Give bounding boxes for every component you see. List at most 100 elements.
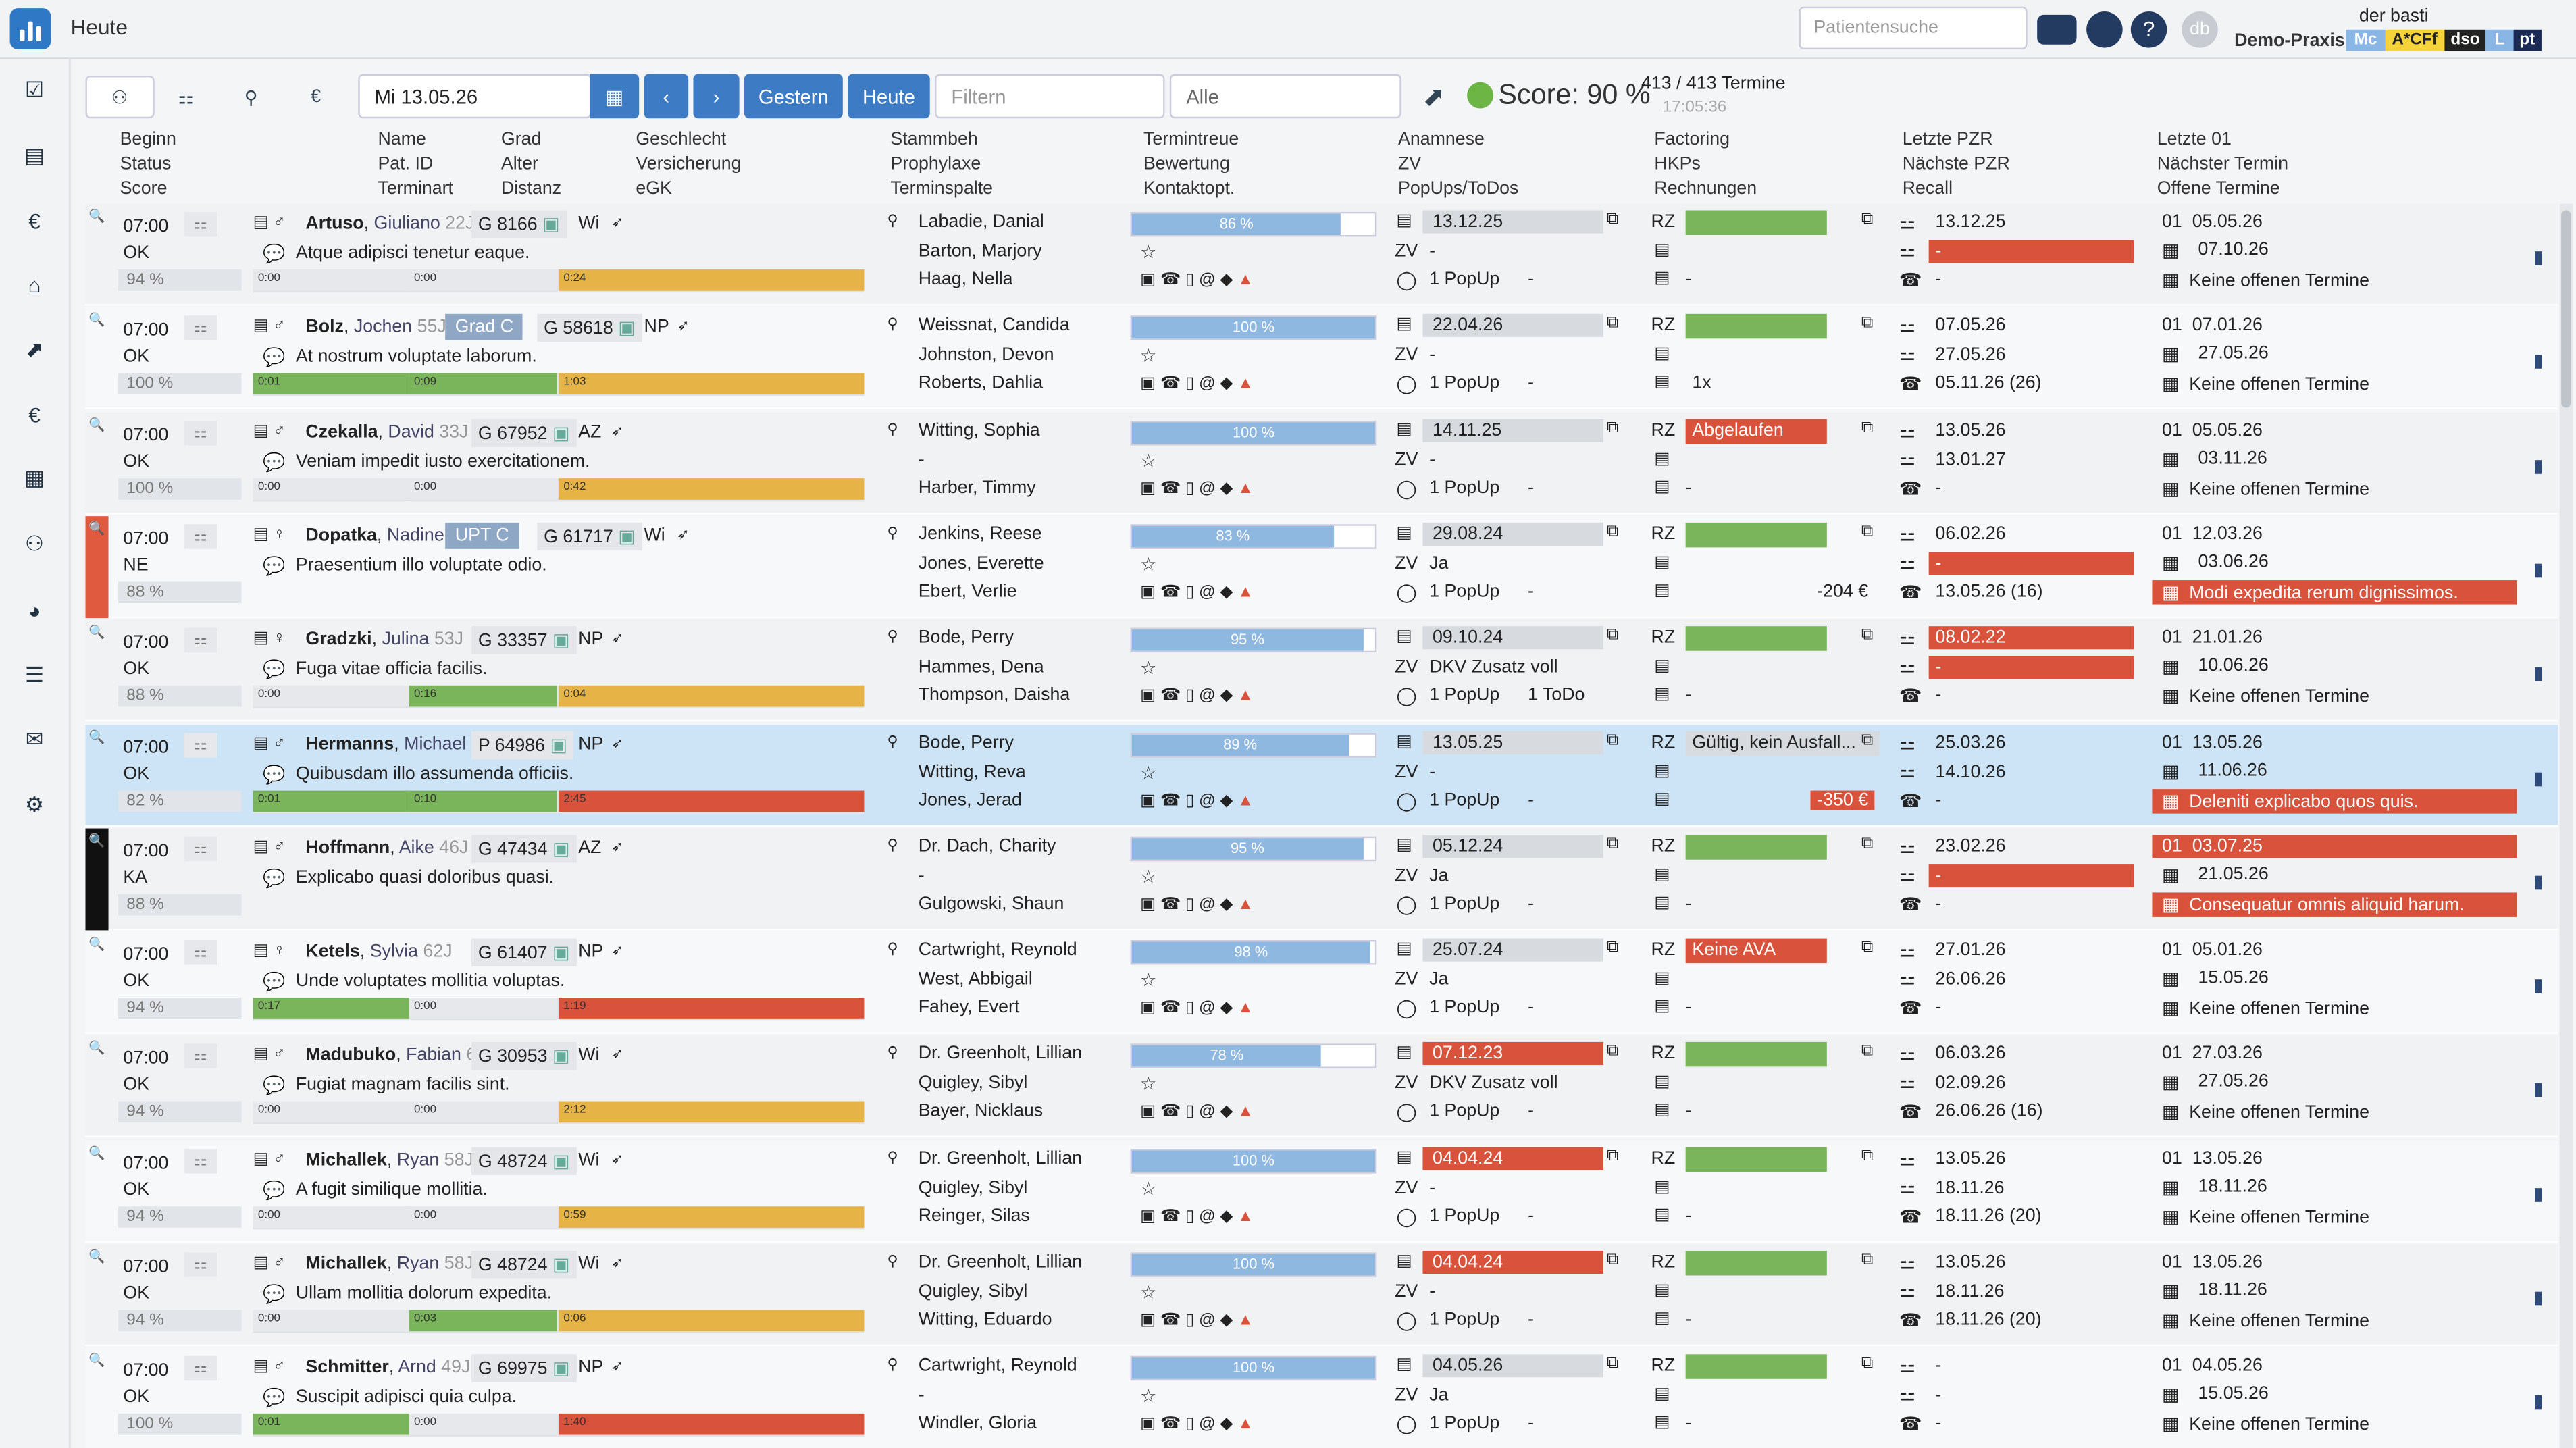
appointment-column[interactable]: Roberts, Dahlia <box>918 373 1044 394</box>
patient-name[interactable]: Gradzki, Julina 53J <box>305 629 464 650</box>
anamnesis-date[interactable]: 09.10.24 <box>1422 626 1604 650</box>
patient-card-icon[interactable]: ▤ ♂ <box>253 317 286 336</box>
open-factoring-icon[interactable]: ⧉ <box>1861 522 1874 541</box>
patient-card-icon[interactable]: ▤ ♂ <box>253 1149 286 1168</box>
patient-first-name[interactable]: Nadine <box>386 525 444 546</box>
treating-doctor[interactable]: Bode, Perry <box>918 628 1014 648</box>
open-appointments[interactable]: ▦ Keine offenen Termine <box>2162 479 2370 499</box>
insurance-id[interactable]: G 8166 ▣ <box>471 210 567 238</box>
users-icon[interactable]: ⚇ <box>24 531 45 556</box>
contact-icons[interactable]: ▣ ☎ ▯ @ ◆ ▲ <box>1140 1207 1254 1226</box>
euro-alt-icon[interactable]: € <box>28 402 41 427</box>
open-appointments[interactable]: ▦ Keine offenen Termine <box>2162 999 2370 1020</box>
last-pzr[interactable]: 08.02.22 <box>1928 626 2134 650</box>
invoices[interactable]: -204 € <box>1817 581 1869 602</box>
next-appointment[interactable]: 07.10.26 <box>2198 240 2269 260</box>
patient-last-name[interactable]: Michallek <box>305 1253 387 1274</box>
open-icon[interactable]: ⧉ <box>1606 418 1619 437</box>
last-01[interactable]: 01 05.01.26 <box>2162 940 2263 960</box>
star-icon[interactable]: ☆ <box>1140 1179 1157 1199</box>
factoring-status[interactable] <box>1685 314 1827 340</box>
recall[interactable]: - <box>1935 686 1942 706</box>
patient-last-name[interactable]: Madubuko <box>305 1045 396 1066</box>
trend-icon[interactable]: ⬈ <box>1422 84 1445 112</box>
next-pzr[interactable]: 18.11.26 <box>1935 1178 2005 1198</box>
patient-last-name[interactable]: Czekalla <box>305 421 378 442</box>
table-row[interactable]: 🔍 07:00 ⚏ OK 94 % ▤ ♀ Ketels, Sylvia 62J G 6140… <box>85 932 2558 1034</box>
anamnesis-date[interactable]: 14.11.25 <box>1422 418 1604 442</box>
patient-name[interactable]: Hoffmann, Aike 46J <box>305 837 469 858</box>
bookmark-icon[interactable]: ▮ <box>2533 560 2544 580</box>
mail-icon[interactable]: ✉ <box>25 726 44 752</box>
bookmark-icon[interactable]: ▮ <box>2533 456 2544 476</box>
patient-first-name[interactable]: Michael <box>404 733 467 754</box>
factoring-status[interactable] <box>1685 210 1827 236</box>
patient-last-name[interactable]: Schmitter <box>305 1358 389 1378</box>
app-logo[interactable] <box>9 8 51 50</box>
next-pzr[interactable]: - <box>1928 552 2134 575</box>
patient-name[interactable]: Michallek, Ryan 58J <box>305 1149 473 1170</box>
next-pzr[interactable]: - <box>1935 1386 1942 1406</box>
last-01[interactable]: 01 03.07.25 <box>2152 834 2517 858</box>
factoring-status[interactable] <box>1685 834 1827 860</box>
contact-icons[interactable]: ▣ ☎ ▯ @ ◆ ▲ <box>1140 375 1254 394</box>
insurance-id[interactable]: G 30953 ▣ <box>471 1042 577 1071</box>
column-header-label[interactable]: Geschlecht <box>636 130 727 150</box>
search-icon[interactable]: 🔍 <box>88 521 105 536</box>
last-pzr[interactable]: 07.05.26 <box>1935 315 2006 336</box>
open-icon[interactable]: ⧉ <box>1606 210 1619 229</box>
patient-name[interactable]: Czekalla, David 33J <box>305 421 469 442</box>
layout-icon[interactable]: ⚏ <box>184 524 217 549</box>
video-icon[interactable] <box>2037 14 2077 45</box>
last-01[interactable]: 01 12.03.26 <box>2162 524 2263 544</box>
open-icon[interactable]: ⧉ <box>1606 626 1619 645</box>
patient-card-icon[interactable]: ▤ ♂ <box>253 1045 286 1064</box>
layout-icon[interactable]: ⚏ <box>184 1148 217 1173</box>
open-factoring-icon[interactable]: ⧉ <box>1861 730 1874 749</box>
checklist-icon[interactable]: ☑ <box>24 77 45 102</box>
last-pzr[interactable]: 13.12.25 <box>1935 211 2006 232</box>
factoring-status[interactable] <box>1685 1042 1827 1068</box>
appointment-column[interactable]: Fahey, Evert <box>918 998 1020 1018</box>
last-01[interactable]: 01 13.05.26 <box>2162 732 2263 752</box>
open-appointments[interactable]: ▦ Keine offenen Termine <box>2162 271 2370 291</box>
treating-doctor[interactable]: Dr. Greenholt, Lillian <box>918 1252 1083 1272</box>
invoices[interactable]: 1x <box>1692 373 1711 394</box>
next-pzr[interactable]: - <box>1928 656 2134 679</box>
search-icon[interactable]: 🔍 <box>88 937 105 952</box>
open-appointments[interactable]: ▦ Keine offenen Termine <box>2162 1103 2370 1124</box>
search-icon[interactable]: 🔍 <box>88 729 105 744</box>
open-icon[interactable]: ⧉ <box>1606 834 1619 853</box>
badge-l[interactable]: L <box>2486 29 2513 51</box>
table-row[interactable]: 🔍 07:00 ⚏ OK 94 % ▤ ♂ Madubuko, Fabian 60JG 30… <box>85 1036 2558 1139</box>
todos[interactable]: - <box>1528 894 1535 914</box>
open-factoring-icon[interactable]: ⧉ <box>1861 418 1874 437</box>
popups[interactable]: 1 PopUp <box>1429 269 1500 290</box>
next-pzr[interactable]: 18.11.26 <box>1935 1282 2005 1302</box>
patient-name[interactable]: Schmitter, Arnd 49J <box>305 1358 471 1378</box>
appointment-column[interactable]: Bayer, Nicklaus <box>918 1102 1044 1122</box>
anamnesis-date[interactable]: 13.05.25 <box>1422 730 1604 754</box>
insurance-id[interactable]: G 69975 ▣ <box>471 1355 577 1383</box>
prophylaxis[interactable]: Barton, Marjory <box>918 241 1042 261</box>
column-header-label[interactable]: Letzte 01 <box>2157 130 2232 150</box>
open-appointments[interactable]: ▦ Keine offenen Termine <box>2162 1416 2370 1436</box>
recall[interactable]: - <box>1935 894 1942 914</box>
patient-card-icon[interactable]: ▤ ♀ <box>253 941 286 960</box>
star-icon[interactable]: ☆ <box>1140 555 1157 575</box>
next-pzr[interactable]: - <box>1928 864 2134 887</box>
column-header-label[interactable]: Prophylaxe <box>890 154 981 174</box>
last-pzr[interactable]: 23.02.26 <box>1935 836 2006 856</box>
prophylaxis[interactable]: - <box>918 866 925 886</box>
next-appointment[interactable]: 15.05.26 <box>2198 1384 2269 1405</box>
patient-first-name[interactable]: Sylvia <box>369 941 419 962</box>
table-row[interactable]: 🔍 07:00 ⚏ OK 100 % ▤ ♂ Bolz, Jochen 55J Grad C G… <box>85 307 2558 410</box>
invoices[interactable]: -350 € <box>1810 790 1875 810</box>
column-header-label[interactable]: Name <box>378 130 426 150</box>
column-header-label[interactable]: Nächste PZR <box>1902 154 2010 174</box>
bookmark-icon[interactable]: ▮ <box>2533 1392 2544 1413</box>
bookmark-icon[interactable]: ▮ <box>2533 976 2544 996</box>
patient-card-icon[interactable]: ▤ ♀ <box>253 629 286 648</box>
patient-last-name[interactable]: Gradzki <box>305 629 372 650</box>
row-strip[interactable]: 🔍 <box>85 204 108 306</box>
